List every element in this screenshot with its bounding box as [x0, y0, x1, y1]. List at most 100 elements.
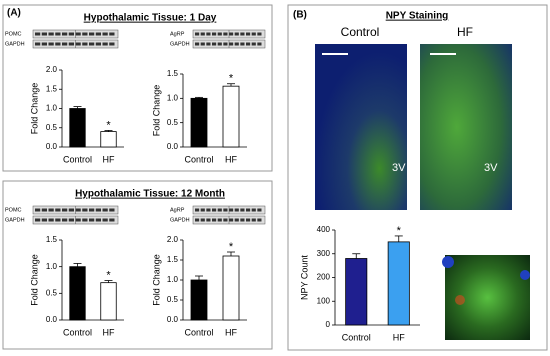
blot-band	[48, 218, 54, 222]
blot-band	[75, 32, 81, 36]
blot-band	[55, 208, 61, 212]
blot-band	[48, 32, 54, 36]
blot-band	[257, 218, 262, 222]
blot-band	[212, 42, 217, 46]
section-title: Hypothalamic Tissue: 12 Month	[75, 189, 225, 200]
blot-band	[206, 208, 211, 212]
blot-band	[195, 42, 200, 46]
x-tick-label: Control	[342, 332, 371, 342]
y-tick-label: 0.0	[46, 142, 58, 151]
blot-band	[62, 208, 68, 212]
blot-band	[246, 208, 251, 212]
blot-band	[109, 42, 115, 46]
blot-band	[200, 218, 205, 222]
panel-box	[287, 4, 548, 351]
significance: *	[229, 73, 234, 85]
blot-band	[41, 32, 47, 36]
x-tick-label: Control	[63, 154, 92, 164]
blot-band	[223, 32, 228, 36]
x-tick-label: HF	[225, 327, 237, 337]
y-axis-label: Fold Change	[29, 83, 39, 135]
blot-band	[195, 32, 200, 36]
blot-band	[246, 42, 251, 46]
blot-band	[234, 208, 239, 212]
y-tick-label: 0.0	[46, 315, 58, 324]
y-tick-label: 1.0	[46, 262, 58, 271]
bar	[387, 241, 410, 326]
blot-band	[223, 42, 228, 46]
blot-band	[251, 208, 256, 212]
blot-band	[41, 42, 47, 46]
bar	[100, 131, 117, 148]
blot-band	[257, 42, 262, 46]
blot-band	[102, 218, 108, 222]
blot-band	[41, 218, 47, 222]
blot-band	[109, 32, 115, 36]
x-tick-label: HF	[225, 154, 237, 164]
micrograph	[315, 44, 407, 210]
blot-band	[229, 42, 234, 46]
blot-band	[195, 208, 200, 212]
inset-spot	[520, 270, 530, 280]
y-tick-label: 1.5	[167, 69, 179, 78]
y-tick-label: 100	[317, 296, 331, 305]
blot-label: GAPDH	[170, 217, 190, 223]
blot-label: GAPDH	[5, 217, 25, 223]
y-tick-label: 1.5	[46, 84, 58, 93]
blot-band	[95, 32, 101, 36]
section-title: Hypothalamic Tissue: 1 Day	[84, 13, 217, 24]
y-axis-label: Fold Change	[29, 254, 39, 306]
blot-band	[217, 218, 222, 222]
blot-band	[82, 42, 88, 46]
blot-label: POMC	[5, 207, 22, 213]
bar	[69, 108, 86, 148]
bar	[190, 97, 208, 148]
blot-label: AgRP	[170, 31, 185, 37]
blot-band	[257, 208, 262, 212]
blot-band	[251, 218, 256, 222]
y-tick-label: 1.0	[167, 93, 179, 102]
y-tick-label: 1.5	[46, 235, 58, 244]
blot-band	[95, 42, 101, 46]
blot-band	[251, 42, 256, 46]
bar	[222, 85, 240, 148]
blot-band	[102, 32, 108, 36]
blot-band	[35, 32, 41, 36]
blot-band	[41, 208, 47, 212]
blot-band	[246, 218, 251, 222]
bar	[190, 279, 208, 321]
blot-band	[251, 32, 256, 36]
y-tick-label: 1.0	[167, 275, 179, 284]
image-marker: 3V	[484, 162, 498, 174]
blot-band	[68, 42, 74, 46]
y-tick-label: 2.0	[167, 235, 179, 244]
blot-band	[240, 42, 245, 46]
y-axis-label: Fold Change	[151, 85, 161, 137]
blot-label: POMC	[5, 31, 22, 37]
image-label: Control	[341, 25, 380, 39]
x-tick-label: HF	[393, 332, 405, 342]
blot-band	[82, 32, 88, 36]
blot-band	[206, 32, 211, 36]
y-tick-label: 0.5	[167, 118, 179, 127]
y-tick-label: 0.5	[46, 288, 58, 297]
blot-band	[68, 208, 74, 212]
blot-band	[234, 32, 239, 36]
blot-band	[229, 208, 234, 212]
blot-band	[89, 42, 95, 46]
blot-band	[82, 208, 88, 212]
inset-spot	[442, 256, 454, 268]
blot-band	[200, 208, 205, 212]
y-tick-label: 0.5	[46, 123, 58, 132]
blot-band	[82, 218, 88, 222]
blot-band	[62, 32, 68, 36]
blot-band	[229, 218, 234, 222]
blot-band	[195, 218, 200, 222]
y-tick-label: 1.5	[167, 255, 179, 264]
x-tick-label: Control	[63, 327, 92, 337]
blot-band	[68, 32, 74, 36]
blot-band	[89, 208, 95, 212]
y-tick-label: 0.0	[167, 142, 179, 151]
micrograph	[420, 44, 512, 210]
